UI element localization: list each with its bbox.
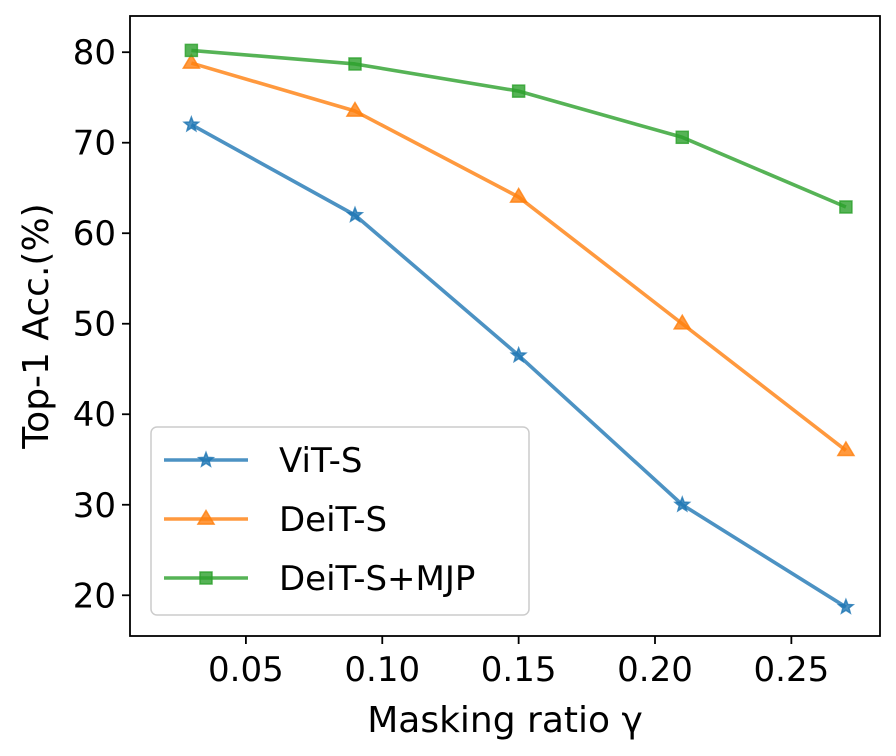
series-layer <box>181 43 856 615</box>
y-tick-label: 50 <box>73 305 116 345</box>
data-point <box>673 495 692 513</box>
series-line <box>190 61 848 452</box>
legend-box <box>150 426 530 616</box>
y-axis-label: Top-1 Acc.(%) <box>16 203 57 449</box>
data-point <box>511 84 526 98</box>
legend-entry: ViT-S <box>164 441 362 481</box>
data-point <box>672 313 692 330</box>
x-tick-label: 0.10 <box>344 650 420 690</box>
data-point <box>348 57 362 71</box>
y-tick-label: 30 <box>73 486 116 526</box>
legend: ViT-S DeiT-S DeiT-S+MJP <box>150 426 530 616</box>
x-tick-label: 0.15 <box>481 650 557 690</box>
data-point <box>509 345 528 364</box>
legend-entry: DeiT-S+MJP <box>164 559 475 599</box>
legend-entry: DeiT-S <box>164 500 387 540</box>
y-tick-label: 40 <box>73 395 116 435</box>
data-point <box>345 205 365 223</box>
y-axis: 20 30 40 50 60 70 80 <box>73 33 130 616</box>
x-axis: 0.05 0.10 0.15 0.20 0.25 <box>208 636 829 690</box>
data-point <box>509 187 529 203</box>
data-point <box>675 130 690 145</box>
data-point <box>182 115 201 133</box>
legend-label: DeiT-S+MJP <box>279 559 475 599</box>
x-tick-label: 0.25 <box>754 650 830 690</box>
legend-marker <box>196 509 216 525</box>
y-tick-label: 70 <box>73 124 116 164</box>
data-point <box>184 43 199 58</box>
legend-marker <box>196 450 216 468</box>
y-tick-label: 60 <box>73 214 116 254</box>
legend-marker <box>199 571 213 585</box>
series-vit-s <box>182 115 856 615</box>
data-point <box>836 597 856 615</box>
data-point <box>345 101 365 117</box>
y-tick-label: 20 <box>73 576 116 616</box>
legend-label: DeiT-S <box>279 500 387 540</box>
x-axis-label: Masking ratio γ <box>367 700 643 741</box>
legend-label: ViT-S <box>279 441 362 481</box>
plot-frame <box>129 15 881 637</box>
x-tick-label: 0.05 <box>208 650 284 690</box>
x-tick-label: 0.20 <box>617 650 693 690</box>
data-point <box>839 200 853 214</box>
series-deit-s-mjp <box>184 43 853 214</box>
data-point <box>181 53 201 69</box>
series-line <box>191 48 847 209</box>
y-tick-label: 80 <box>73 33 116 73</box>
series-deit-s <box>181 53 856 457</box>
data-point <box>836 440 856 457</box>
